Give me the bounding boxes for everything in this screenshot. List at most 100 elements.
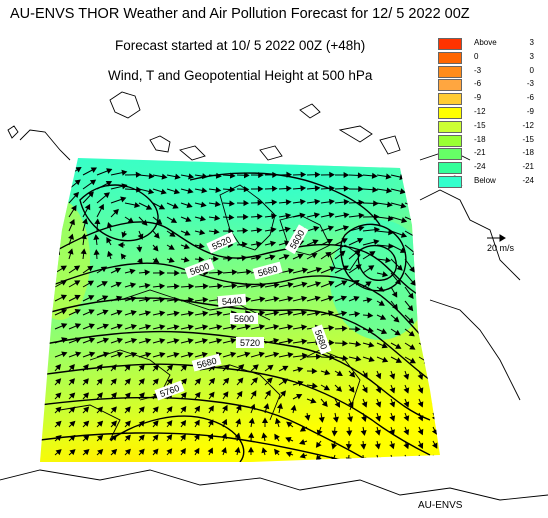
wind-arrowhead [134, 202, 141, 209]
wind-arrowhead [282, 365, 289, 372]
wind-arrowhead [325, 251, 332, 258]
wind-arrowhead [255, 254, 262, 261]
wind-vector [432, 370, 437, 380]
wind-arrowhead [100, 266, 108, 273]
wind-arrowhead [127, 217, 134, 223]
wind-arrowhead [188, 283, 195, 290]
wind-arrowhead [202, 310, 209, 317]
wind-arrowhead [347, 416, 354, 423]
wind-arrowhead [247, 446, 255, 453]
wind-arrowhead [124, 434, 131, 441]
wind-arrowhead [286, 171, 293, 178]
wind-arrowhead [88, 309, 95, 315]
wind-arrowhead [315, 281, 322, 288]
wind-arrowhead [328, 198, 335, 205]
wind-arrowhead [135, 171, 142, 178]
wind-arrowhead [389, 373, 396, 380]
wind-arrowhead [245, 282, 252, 289]
wind-arrowhead [152, 448, 159, 455]
wind-arrowhead [221, 418, 228, 426]
wind-arrowhead [73, 191, 80, 199]
wind-arrowhead [374, 443, 381, 450]
wind-arrowhead [124, 420, 131, 427]
wind-arrowhead [82, 378, 89, 385]
wind-vector [432, 286, 440, 298]
wind-arrowhead [386, 201, 393, 208]
variable-text: Wind, T and Geopotential Height at 500 h… [108, 68, 373, 83]
wind-arrowhead [252, 364, 259, 371]
wind-arrowhead [328, 325, 335, 332]
wind-arrowhead [311, 368, 318, 375]
wind-arrowhead [181, 364, 188, 371]
wind-arrowhead [299, 452, 306, 459]
wind-arrowhead [59, 179, 66, 186]
wind-arrowhead [431, 373, 438, 380]
wind-arrowhead [244, 351, 251, 358]
wind-arrowhead [201, 351, 208, 358]
wind-arrowhead [300, 185, 307, 192]
wind-arrowhead [198, 242, 205, 249]
wind-arrowhead [87, 191, 94, 198]
wind-arrowhead [130, 323, 137, 330]
wind-arrowhead [214, 201, 221, 207]
wind-arrowhead [375, 387, 382, 394]
wind-arrowhead [386, 187, 393, 194]
wind-arrowhead [83, 392, 89, 399]
wind-arrowhead [431, 401, 438, 408]
wind-arrowhead [313, 212, 321, 219]
wind-arrowhead [187, 187, 194, 194]
wind-arrowhead [375, 401, 382, 408]
wind-vector [54, 167, 67, 176]
wind-arrowhead [55, 234, 61, 241]
wind-arrowhead [130, 337, 138, 344]
wind-arrowhead [145, 351, 152, 358]
wind-arrowhead [55, 406, 62, 413]
wind-arrowhead [246, 268, 252, 275]
wind-arrowhead [110, 378, 117, 385]
wind-arrowhead [361, 401, 368, 408]
wind-arrowhead [222, 391, 229, 398]
wind-arrowhead [88, 337, 96, 344]
wind-arrowhead [194, 433, 200, 440]
wind-arrowhead [180, 392, 187, 399]
wind-arrowhead [201, 187, 208, 194]
wind-arrowhead [393, 316, 400, 323]
wind-arrowhead [342, 340, 348, 347]
wind-arrowhead [172, 203, 179, 209]
wind-arrowhead [257, 199, 264, 206]
legend-swatch [438, 79, 462, 92]
wind-arrowhead [159, 310, 166, 317]
wind-arrowhead [335, 385, 343, 392]
legend-swatch [438, 120, 462, 133]
wind-arrowhead [348, 386, 355, 393]
wind-arrowhead [301, 295, 308, 302]
wind-arrowhead [270, 226, 277, 233]
wind-arrowhead [227, 255, 234, 262]
wind-arrowhead [60, 280, 67, 286]
wind-arrowhead [417, 387, 424, 394]
height-contour [189, 172, 381, 226]
wind-arrowhead [96, 392, 103, 399]
height-contour [79, 184, 159, 242]
wind-arrowhead [403, 456, 409, 462]
wind-arrowhead [138, 420, 145, 427]
wind-arrowhead [194, 419, 200, 426]
wind-arrowhead [250, 390, 257, 397]
wind-arrowhead [56, 220, 62, 227]
wind-arrowhead [269, 254, 276, 261]
wind-arrowhead [187, 324, 194, 331]
wind-arrowhead [222, 404, 228, 412]
wind-arrowhead [314, 295, 321, 302]
wind-arrowhead [378, 286, 385, 292]
wind-arrowhead [438, 234, 440, 241]
legend-swatch [438, 162, 462, 175]
wind-arrowhead [124, 448, 131, 455]
wind-arrowhead [138, 392, 145, 399]
wind-arrowhead [417, 401, 424, 408]
wind-arrowhead [216, 337, 223, 344]
wind-vector [418, 272, 431, 285]
svg-text:5720: 5720 [240, 338, 260, 348]
wind-arrowhead [75, 337, 82, 344]
wind-arrowhead [283, 254, 290, 260]
wind-arrowhead [180, 448, 186, 455]
